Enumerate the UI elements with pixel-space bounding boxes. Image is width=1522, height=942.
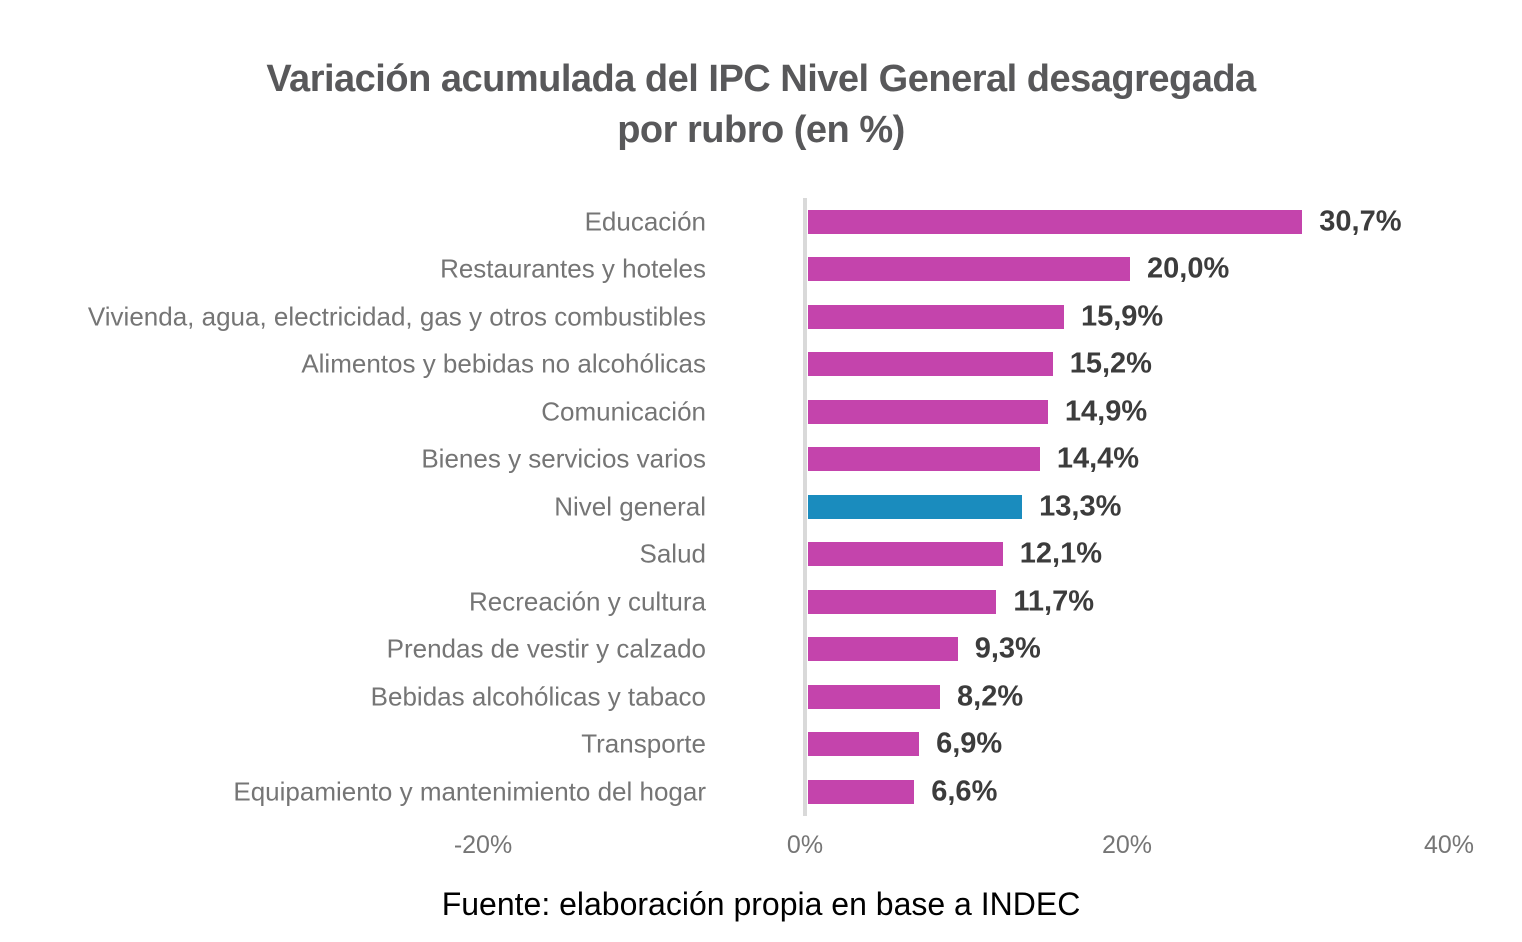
x-axis: -20% 0% 20% 40% — [0, 831, 1522, 865]
category-label: Nivel general — [554, 491, 706, 522]
bar-row: Salud 12,1% — [0, 531, 1522, 579]
category-bar — [808, 304, 1064, 329]
bar-row: Nivel general 13,3% — [0, 483, 1522, 531]
category-bar — [808, 637, 958, 662]
x-axis-tick-label: 40% — [1423, 831, 1475, 859]
value-label: 6,6% — [931, 775, 998, 808]
category-label: Salud — [639, 538, 707, 569]
category-bar — [808, 447, 1040, 472]
category-bar — [808, 732, 920, 757]
category-bar — [808, 589, 997, 614]
chart-title-line2: por rubro (en %) — [617, 109, 905, 152]
bar-row: Prendas de vestir y calzado 9,3% — [0, 626, 1522, 674]
category-bar — [808, 779, 915, 804]
category-label: Equipamiento y mantenimiento del hogar — [233, 776, 706, 807]
x-axis-tick-label: -20% — [453, 831, 513, 859]
value-label: 12,1% — [1019, 537, 1103, 570]
bar-row: Vivienda, agua, electricidad, gas y otro… — [0, 293, 1522, 341]
value-label: 8,2% — [957, 680, 1024, 713]
category-bar — [808, 209, 1303, 234]
value-label: 6,9% — [936, 727, 1003, 760]
category-label: Comunicación — [541, 396, 706, 427]
source-caption: Fuente: elaboración propia en base a IND… — [441, 886, 1081, 922]
bar-row: Restaurantes y hoteles 20,0% — [0, 246, 1522, 294]
bar-row: Bienes y servicios varios 14,4% — [0, 436, 1522, 484]
category-bar — [808, 684, 941, 709]
category-label: Restaurantes y hoteles — [440, 253, 706, 284]
category-label: Transporte — [581, 728, 706, 759]
category-bar — [808, 399, 1048, 424]
category-label: Alimentos y bebidas no alcohólicas — [301, 348, 706, 379]
chart-title: Variación acumulada del IPC Nivel Genera… — [111, 54, 1411, 157]
value-label: 15,2% — [1069, 347, 1152, 380]
bar-row: Comunicación 14,9% — [0, 388, 1522, 436]
value-label: 14,4% — [1056, 442, 1140, 475]
category-label: Recreación y cultura — [469, 586, 706, 617]
bar-row: Alimentos y bebidas no alcohólicas 15,2% — [0, 341, 1522, 389]
value-label: 11,7% — [1013, 585, 1094, 618]
bar-row: Transporte 6,9% — [0, 721, 1522, 769]
zero-axis-line — [803, 198, 807, 816]
x-axis-tick-label: 0% — [786, 831, 824, 859]
bar-row: Recreación y cultura 11,7% — [0, 578, 1522, 626]
x-axis-tick-label: 20% — [1101, 831, 1153, 859]
bar-row: Educación 30,7% — [0, 198, 1522, 246]
category-bar — [808, 542, 1003, 567]
category-label: Vivienda, agua, electricidad, gas y otro… — [87, 301, 706, 332]
plot-area: Educación 30,7% Restaurantes y hoteles 20,0… — [0, 198, 1522, 816]
category-bar — [808, 352, 1053, 377]
chart-title-line1: Variación acumulada del IPC Nivel Genera… — [266, 58, 1256, 100]
value-label: 14,9% — [1064, 395, 1148, 428]
bar-row: Equipamiento y mantenimiento del hogar 6,… — [0, 768, 1522, 816]
category-label: Bienes y servicios varios — [421, 443, 706, 474]
category-label: Educación — [584, 206, 706, 237]
value-label: 15,9% — [1080, 300, 1164, 333]
value-label: 9,3% — [974, 632, 1041, 665]
bar-row: Bebidas alcohólicas y tabaco 8,2% — [0, 673, 1522, 721]
category-label: Bebidas alcohólicas y tabaco — [370, 681, 706, 712]
category-bar — [808, 257, 1130, 282]
category-label: Prendas de vestir y calzado — [386, 633, 706, 664]
value-label: 13,3% — [1039, 490, 1122, 523]
highlight-bar — [808, 494, 1023, 519]
value-label: 30,7% — [1319, 205, 1402, 238]
value-label: 20,0% — [1147, 252, 1230, 285]
